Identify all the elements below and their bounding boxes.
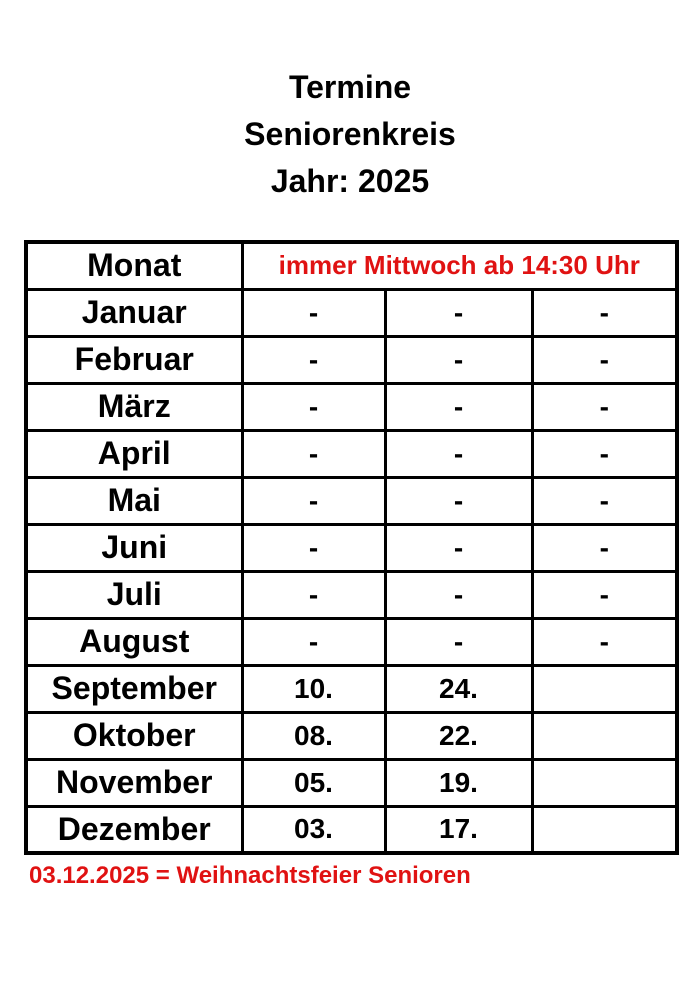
- table-row-mai: Mai - - -: [24, 475, 679, 526]
- title-line-2: Seniorenkreis: [244, 116, 456, 152]
- date-cell: 22.: [383, 710, 534, 761]
- title-line-3: Jahr: 2025: [270, 163, 430, 199]
- date-cell: -: [383, 569, 534, 620]
- page-title: Termine Seniorenkreis Jahr: 2025: [0, 64, 700, 205]
- date-cell: -: [383, 381, 534, 432]
- date-cell: -: [240, 522, 387, 573]
- date-cell: -: [240, 475, 387, 526]
- date-cell: 03.: [240, 804, 387, 855]
- table-header-row: Monat immer Mittwoch ab 14:30 Uhr: [24, 240, 679, 291]
- date-cell: -: [383, 428, 534, 479]
- date-cell: [530, 663, 679, 714]
- date-cell: -: [240, 381, 387, 432]
- month-cell: Januar: [24, 287, 244, 338]
- title-line-1: Termine: [288, 69, 412, 105]
- date-cell: [530, 710, 679, 761]
- date-cell: -: [240, 428, 387, 479]
- month-cell: August: [24, 616, 244, 667]
- date-cell: -: [530, 334, 679, 385]
- month-cell: September: [24, 663, 244, 714]
- month-cell: Oktober: [24, 710, 244, 761]
- table-row-januar: Januar - - -: [24, 287, 679, 338]
- date-cell: -: [530, 475, 679, 526]
- table-row-dezember: Dezember 03. 17.: [24, 804, 679, 855]
- table-row-juli: Juli - - -: [24, 569, 679, 620]
- date-cell: -: [530, 522, 679, 573]
- date-cell: 05.: [240, 757, 387, 808]
- date-cell: -: [240, 334, 387, 385]
- date-cell: -: [383, 522, 534, 573]
- date-cell: -: [530, 616, 679, 667]
- date-cell: -: [240, 287, 387, 338]
- month-cell: Februar: [24, 334, 244, 385]
- date-cell: [530, 804, 679, 855]
- table-row-oktober: Oktober 08. 22.: [24, 710, 679, 761]
- table-row-maerz: März - - -: [24, 381, 679, 432]
- time-note-header: immer Mittwoch ab 14:30 Uhr: [240, 240, 679, 291]
- month-cell: Juni: [24, 522, 244, 573]
- table-row-september: September 10. 24.: [24, 663, 679, 714]
- month-cell: April: [24, 428, 244, 479]
- month-column-header: Monat: [24, 240, 244, 291]
- date-cell: 10.: [240, 663, 387, 714]
- month-cell: März: [24, 381, 244, 432]
- month-cell: Dezember: [24, 804, 244, 855]
- month-cell: Juli: [24, 569, 244, 620]
- christmas-party-note: 03.12.2025 = Weihnachtsfeier Senioren: [29, 862, 471, 889]
- date-cell: 24.: [383, 663, 534, 714]
- schedule-table: Monat immer Mittwoch ab 14:30 Uhr Januar…: [24, 240, 680, 855]
- table-row-november: November 05. 19.: [24, 757, 679, 808]
- table-row-juni: Juni - - -: [24, 522, 679, 573]
- table-row-august: August - - -: [24, 616, 679, 667]
- month-cell: November: [24, 757, 244, 808]
- date-cell: 08.: [240, 710, 387, 761]
- date-cell: -: [383, 334, 534, 385]
- table-row-februar: Februar - - -: [24, 334, 679, 385]
- date-cell: -: [240, 569, 387, 620]
- date-cell: [530, 757, 679, 808]
- date-cell: -: [240, 616, 387, 667]
- date-cell: -: [383, 616, 534, 667]
- date-cell: -: [530, 287, 679, 338]
- date-cell: -: [383, 287, 534, 338]
- date-cell: -: [383, 475, 534, 526]
- date-cell: -: [530, 569, 679, 620]
- date-cell: -: [530, 428, 679, 479]
- date-cell: -: [530, 381, 679, 432]
- date-cell: 17.: [383, 804, 534, 855]
- table-row-april: April - - -: [24, 428, 679, 479]
- date-cell: 19.: [383, 757, 534, 808]
- month-cell: Mai: [24, 475, 244, 526]
